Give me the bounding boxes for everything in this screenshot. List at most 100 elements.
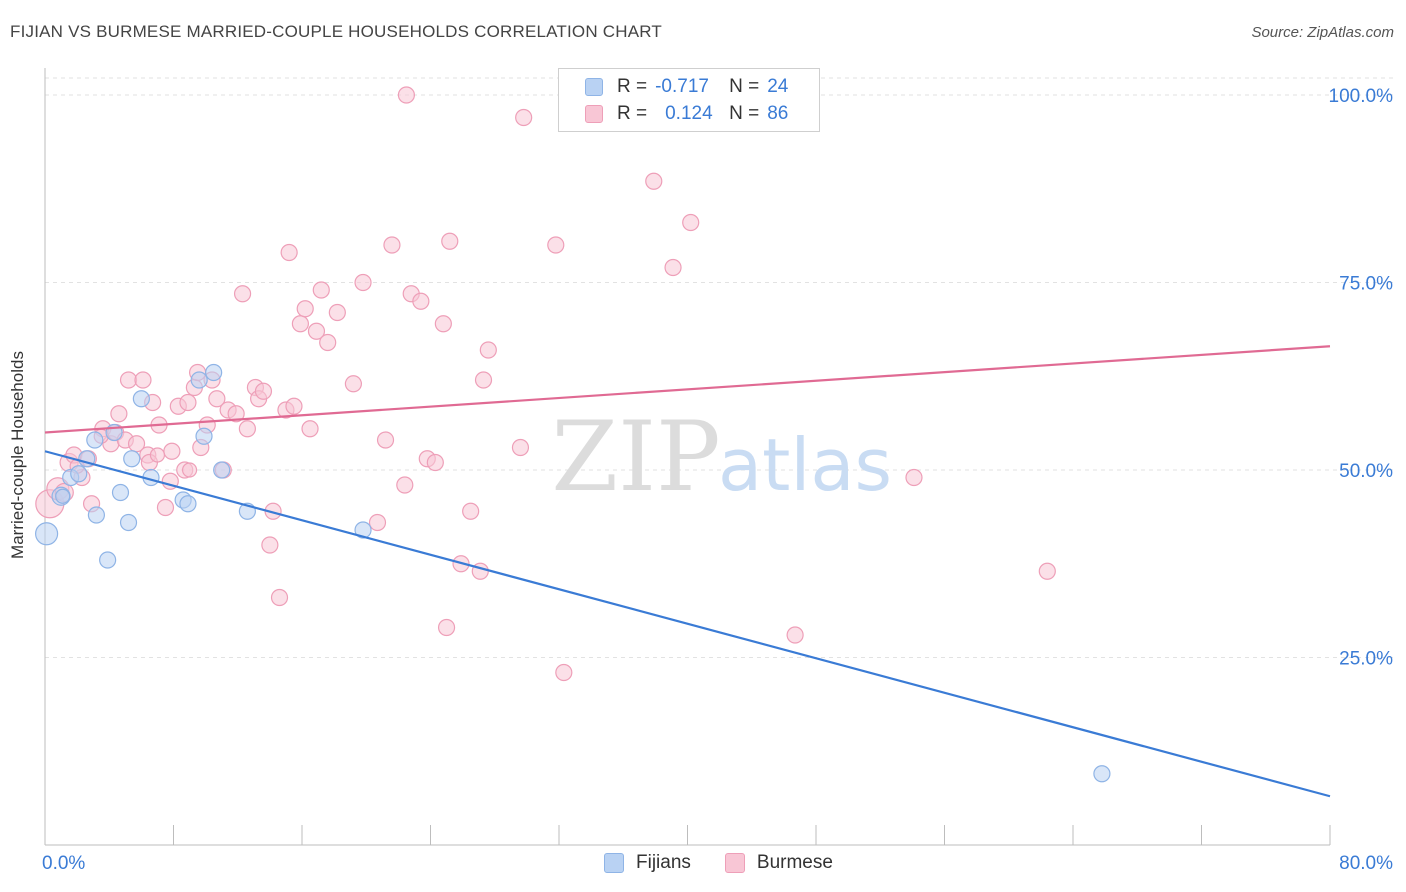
chart-source: Source: ZipAtlas.com bbox=[1251, 24, 1394, 41]
x-tick-label-max: 80.0% bbox=[1339, 853, 1393, 874]
burmese-point-73 bbox=[515, 108, 533, 127]
burmese-point-44 bbox=[280, 243, 298, 262]
burmese-point-42 bbox=[270, 588, 289, 607]
fijians-swatch bbox=[585, 78, 603, 96]
legend-r-label: R = bbox=[617, 76, 648, 97]
burmese-point-63 bbox=[426, 453, 444, 472]
burmese-trend-line bbox=[44, 345, 1331, 434]
fijians-point-10 bbox=[119, 513, 138, 532]
burmese-point-71 bbox=[479, 341, 497, 359]
burmese-point-58 bbox=[396, 476, 414, 494]
burmese-point-82 bbox=[149, 447, 166, 463]
legend-r-value-fijians: -0.717 bbox=[655, 76, 709, 97]
burmese-point-56 bbox=[376, 431, 395, 449]
burmese-point-61 bbox=[412, 292, 430, 310]
burmese-point-40 bbox=[261, 536, 279, 554]
y-tick-label-100: 100.0% bbox=[1329, 86, 1394, 107]
burmese-point-15 bbox=[134, 371, 152, 389]
burmese-point-22 bbox=[163, 442, 181, 460]
legend-row-burmese: R = 0.124 N = 86 bbox=[585, 102, 788, 126]
y-tick-label-75: 75.0% bbox=[1339, 274, 1393, 295]
trend-lines bbox=[44, 345, 1331, 798]
axes bbox=[44, 68, 1331, 846]
fijians-point-6 bbox=[87, 506, 106, 524]
fijians-point-12 bbox=[132, 390, 150, 408]
burmese-point-34 bbox=[227, 405, 245, 423]
burmese-point-31 bbox=[208, 390, 226, 408]
fijians-point-15 bbox=[179, 495, 197, 513]
y-tick-label-25: 25.0% bbox=[1339, 649, 1393, 670]
fijians-point-11 bbox=[123, 450, 141, 468]
burmese-point-81 bbox=[1038, 562, 1056, 580]
legend-n-label: N = bbox=[729, 103, 760, 124]
fijians-point-5 bbox=[86, 431, 104, 449]
legend-label-burmese: Burmese bbox=[756, 852, 833, 873]
fijians-point-3 bbox=[70, 465, 88, 483]
burmese-point-72 bbox=[511, 438, 530, 457]
burmese-point-54 bbox=[354, 273, 372, 292]
fijians-trend-line bbox=[44, 450, 1331, 798]
burmese-point-52 bbox=[328, 303, 346, 322]
burmese-swatch bbox=[585, 105, 603, 123]
burmese-legend-swatch bbox=[724, 853, 745, 873]
burmese-point-68 bbox=[462, 502, 480, 520]
burmese-point-55 bbox=[368, 513, 387, 532]
legend-item-burmese[interactable]: Burmese bbox=[724, 852, 833, 874]
y-axis-label: Married-couple Households bbox=[8, 351, 27, 559]
burmese-point-79 bbox=[786, 626, 804, 644]
burmese-points bbox=[35, 86, 1056, 682]
burmese-point-77 bbox=[664, 258, 682, 277]
burmese-point-80 bbox=[905, 468, 923, 487]
fijian-points bbox=[35, 363, 1111, 783]
burmese-point-59 bbox=[397, 86, 416, 104]
burmese-point-39 bbox=[254, 382, 273, 400]
fijians-point-7 bbox=[99, 551, 117, 569]
fijians-point-22 bbox=[1093, 765, 1111, 783]
burmese-point-75 bbox=[555, 663, 573, 682]
stats-legend: R = -0.717 N = 24 R = 0.124 N = 86 bbox=[558, 68, 820, 132]
tick-labels: 25.0% 50.0% 75.0% 100.0% 0.0% 80.0% bbox=[42, 86, 1393, 874]
burmese-point-47 bbox=[296, 300, 314, 318]
burmese-point-76 bbox=[645, 172, 663, 190]
series-legend: Fijians Burmese bbox=[604, 852, 867, 874]
burmese-point-64 bbox=[434, 315, 452, 333]
burmese-point-25 bbox=[179, 393, 197, 412]
burmese-point-66 bbox=[441, 232, 459, 250]
burmese-point-50 bbox=[312, 281, 330, 299]
burmese-point-13 bbox=[119, 371, 138, 389]
chart-title: FIJIAN VS BURMESE MARRIED-COUPLE HOUSEHO… bbox=[10, 22, 662, 41]
fijians-point-21 bbox=[354, 521, 372, 539]
burmese-point-74 bbox=[547, 236, 565, 254]
y-tick-label-50: 50.0% bbox=[1339, 461, 1393, 482]
burmese-point-53 bbox=[344, 375, 362, 393]
fijians-point-0 bbox=[35, 522, 59, 546]
legend-r-label: R = bbox=[617, 103, 648, 124]
legend-r-value-burmese: 0.124 bbox=[665, 103, 713, 124]
gridlines bbox=[45, 77, 1395, 658]
fijians-point-18 bbox=[205, 363, 223, 382]
burmese-point-65 bbox=[437, 618, 456, 637]
burmese-point-57 bbox=[383, 236, 401, 254]
watermark-zip: ZIP bbox=[551, 401, 720, 513]
fijians-point-16 bbox=[190, 371, 208, 389]
burmese-point-20 bbox=[156, 498, 175, 517]
fijians-point-17 bbox=[195, 427, 213, 445]
burmese-point-35 bbox=[233, 285, 252, 303]
x-tick-label-min: 0.0% bbox=[42, 853, 85, 874]
legend-n-value-burmese: 86 bbox=[767, 103, 789, 124]
burmese-point-48 bbox=[301, 420, 319, 438]
legend-n-value-fijians: 24 bbox=[767, 76, 789, 97]
burmese-point-36 bbox=[238, 420, 256, 438]
legend-row-fijians: R = -0.717 N = 24 bbox=[585, 75, 788, 99]
fijians-legend-swatch bbox=[604, 853, 624, 873]
burmese-point-51 bbox=[319, 333, 337, 352]
legend-label-fijians: Fijians bbox=[636, 852, 691, 873]
burmese-point-83 bbox=[181, 462, 198, 478]
burmese-point-78 bbox=[682, 213, 700, 232]
watermark-atlas: atlas bbox=[718, 423, 892, 507]
burmese-point-45 bbox=[285, 397, 303, 415]
fijians-point-23 bbox=[55, 488, 71, 504]
fijians-point-19 bbox=[213, 461, 231, 479]
legend-item-fijians[interactable]: Fijians bbox=[604, 852, 691, 874]
